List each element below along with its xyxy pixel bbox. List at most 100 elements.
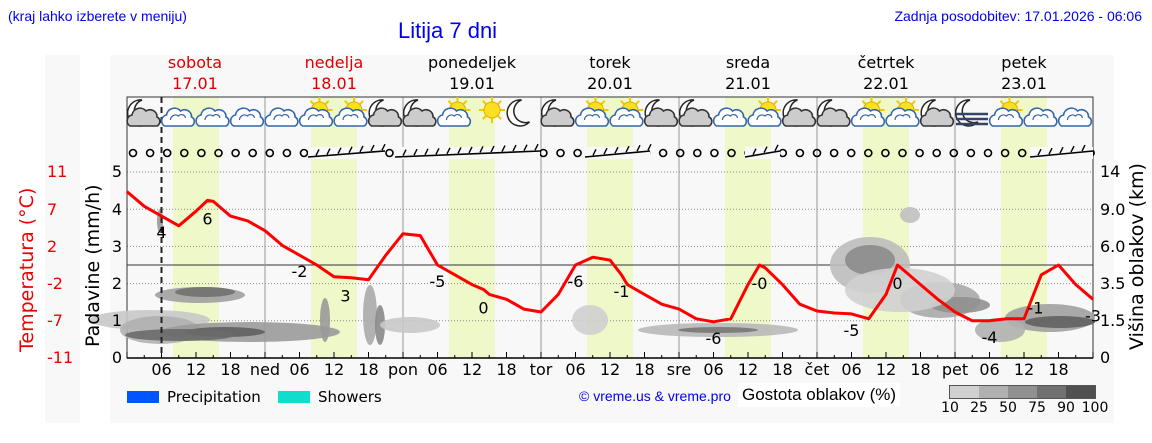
precipitation-label: Precipitation (167, 388, 261, 406)
x-tick-label: 18 (220, 360, 241, 379)
day-name: sreda (725, 53, 771, 72)
sun-cloud-icon (609, 97, 644, 127)
sun-cloud-icon (988, 97, 1024, 127)
x-tick-label: 12 (599, 360, 621, 379)
cloud-icon (229, 107, 265, 127)
moon-icon (506, 99, 531, 127)
wind-calm-icon (248, 148, 257, 158)
wind-calm-icon (949, 148, 959, 158)
wind-calm-icon (795, 148, 805, 158)
page-title: Litija 7 dni (398, 18, 498, 43)
daylight-band (311, 97, 357, 358)
density-tick: 100 (1081, 400, 1109, 416)
temperature-line (126, 190, 1094, 324)
last-updated: Zadnja posodobitev: 17.01.2026 - 06:06 (894, 8, 1142, 24)
cloud-density-area (320, 298, 330, 342)
temp-annotation: 0 (892, 274, 902, 293)
precip-tick: 5 (111, 162, 122, 181)
wind-calm-icon (231, 148, 240, 158)
day-header-6: petek 23.01 (964, 52, 1084, 94)
cloud-density-area (845, 245, 895, 275)
cloud-icon (1023, 107, 1058, 127)
wind-barb-icon (744, 150, 781, 158)
sun-cloud-icon (574, 97, 610, 127)
day-name: petek (1001, 53, 1047, 72)
x-tick-label: 12 (1013, 360, 1035, 379)
wind-calm-icon (710, 148, 719, 158)
temp-annotation: -0 (752, 274, 768, 293)
x-tick-label: 12 (461, 360, 483, 379)
sun-cloud-icon (747, 97, 782, 127)
temp-annotation: -3 (1085, 306, 1101, 325)
cloud-density-area (678, 327, 758, 333)
region-hint: (kraj lahko izberete v meniju) (8, 8, 187, 24)
cloud-density-area (125, 329, 235, 341)
moon-cloud-icon (678, 99, 713, 127)
wind-calm-icon (1017, 148, 1027, 158)
sun-cloud-icon (850, 97, 886, 127)
legend-precipitation: Precipitation (127, 388, 261, 406)
moon-cloud-icon (643, 99, 679, 127)
wind-calm-icon (573, 148, 582, 158)
precip-tick: 2 (111, 274, 122, 293)
x-tick-label: 12 (737, 360, 759, 379)
day-name: torek (589, 53, 631, 72)
precip-tick: 0 (111, 348, 122, 367)
legend-showers: Showers (278, 388, 382, 406)
x-tick-label: čet (804, 360, 830, 379)
cloud-height-tick: 6.0 (1100, 237, 1126, 256)
cloud-height-tick: 3.5 (1100, 274, 1126, 293)
x-tick-label: 06 (979, 360, 1000, 379)
wind-calm-icon (915, 148, 924, 158)
temp-tick: -7 (47, 311, 63, 330)
day-date: 18.01 (311, 74, 357, 93)
sun-icon (479, 97, 505, 123)
wind-barb-icon (584, 150, 651, 158)
day-header-4: sreda 21.01 (688, 52, 808, 94)
density-tick: 50 (999, 400, 1017, 416)
day-name: četrtek (857, 53, 915, 72)
temp-tick: 2 (47, 237, 58, 256)
copyright-link[interactable]: © vreme.us & vreme.pro (579, 388, 731, 404)
precipitation-swatch (127, 391, 159, 403)
temp-annotation: -4 (982, 328, 998, 347)
wind-calm-icon (881, 148, 890, 158)
wind-calm-icon (265, 148, 275, 158)
x-tick-label: 06 (841, 360, 862, 379)
x-tick-label: 12 (323, 360, 345, 379)
moon-fog-icon (954, 99, 988, 127)
x-tick-label: 12 (185, 360, 207, 379)
temp-annotation: 6 (202, 209, 212, 228)
x-tick-label: 18 (634, 360, 655, 379)
moon-cloud-icon (919, 99, 955, 127)
temp-annotation: 3 (340, 287, 350, 306)
temp-tick: 11 (47, 162, 68, 181)
wind-calm-icon (846, 148, 856, 158)
x-tick-label: 12 (875, 360, 897, 379)
wind-calm-icon (727, 148, 736, 158)
day-header-2: ponedeljek 19.01 (412, 52, 532, 94)
showers-label: Showers (318, 388, 382, 406)
cloud-density-area (1025, 316, 1095, 328)
wind-barb-icon (394, 150, 541, 158)
temp-annotation: -1 (1028, 298, 1044, 317)
density-tick: 90 (1057, 400, 1075, 416)
density-swatch-75 (1037, 386, 1066, 398)
daylight-band (449, 97, 495, 358)
wind-barb-icon (307, 150, 386, 158)
moon-cloud-icon (402, 99, 437, 127)
cloud-height-tick: 9.0 (1100, 200, 1126, 219)
wind-calm-icon (299, 148, 309, 158)
cloud-icon (160, 107, 196, 127)
sun-cloud-icon (333, 97, 368, 127)
cloud-density-label: Gostota oblakov (%) (738, 383, 901, 407)
x-tick-label: 06 (703, 360, 724, 379)
cloud-density-area (175, 287, 235, 297)
x-tick-label: 06 (427, 360, 448, 379)
density-tick: 75 (1028, 400, 1046, 416)
temp-annotation: -6 (706, 329, 722, 348)
cloud-density-scale (949, 385, 1096, 399)
x-tick-label: 18 (772, 360, 793, 379)
wind-calm-icon (692, 148, 702, 158)
